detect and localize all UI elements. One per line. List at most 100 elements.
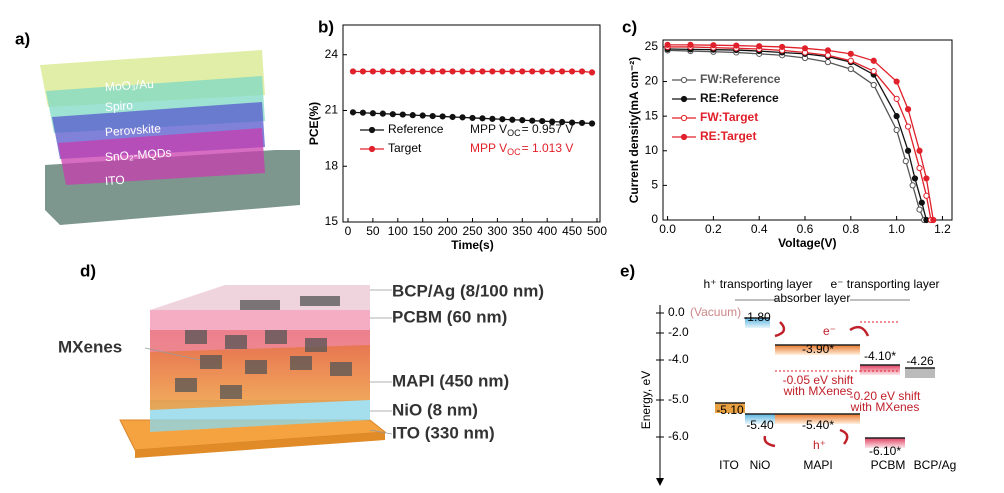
data-point <box>359 68 367 75</box>
x-tick-label: 300 <box>487 224 507 238</box>
nio-layer <box>150 400 370 432</box>
y-axis-label: PCE(%) <box>307 102 321 145</box>
data-point <box>578 119 586 127</box>
y-tick-label: 15 <box>645 108 659 122</box>
mxene-flakes <box>175 296 352 399</box>
data-point <box>710 42 717 49</box>
device-label: MXenes <box>58 337 122 356</box>
layer-label: Spiro <box>104 98 133 114</box>
layer-header: h⁺ transporting layer <box>703 277 812 291</box>
energy-level <box>865 438 905 448</box>
legend-label: Target <box>388 141 422 155</box>
energy-level <box>860 365 900 375</box>
data-point <box>904 106 912 113</box>
y-tick-label: 15 <box>325 214 339 228</box>
layer-header: e⁻ transporting layer <box>830 277 939 291</box>
shift-note: with MXenes <box>850 400 920 414</box>
data-point <box>930 216 937 224</box>
data-point <box>539 117 546 125</box>
data-point <box>923 175 930 182</box>
legend-marker <box>680 133 688 141</box>
data-point <box>489 115 496 122</box>
energy-level <box>905 368 935 378</box>
annotation-sub: OC <box>507 128 521 138</box>
level-label: -3.90* <box>802 342 834 356</box>
data-point <box>539 68 546 75</box>
energy-tick-label: -4.0 <box>668 352 689 366</box>
legend-marker <box>368 126 376 134</box>
data-point <box>429 112 436 120</box>
energy-level <box>745 414 775 424</box>
data-point <box>469 68 476 75</box>
data-point <box>549 118 556 125</box>
data-point <box>369 110 376 117</box>
transfer-arrow <box>849 325 870 337</box>
energy-level <box>775 414 860 424</box>
data-point <box>923 192 930 199</box>
data-point <box>918 199 925 206</box>
data-point <box>479 115 486 122</box>
material-label: ITO <box>719 458 739 472</box>
panel-label: b) <box>318 17 334 36</box>
data-point <box>469 114 476 122</box>
carrier: e⁻ <box>823 324 836 338</box>
data-point <box>509 116 516 123</box>
data-point <box>559 68 566 75</box>
panel-label: e) <box>620 261 635 280</box>
annotation: MPP VOC= 1.013 V <box>470 141 573 157</box>
data-point <box>439 113 446 120</box>
axis-arrow <box>656 478 664 486</box>
data-point <box>419 68 426 75</box>
data-point <box>893 113 900 120</box>
data-point <box>499 116 506 123</box>
leader-line <box>369 429 393 435</box>
data-point <box>801 45 809 52</box>
transfer-arrow <box>774 321 786 338</box>
leader-line <box>144 347 201 361</box>
x-tick-label: 450 <box>562 224 582 238</box>
transfer-arrow <box>839 428 849 445</box>
data-point <box>549 68 556 75</box>
x-tick-label: 1.0 <box>888 222 905 236</box>
data-point <box>588 120 596 127</box>
data-point <box>916 164 923 172</box>
data-point <box>519 117 526 124</box>
x-tick-label: 0.0 <box>659 222 676 236</box>
data-point <box>870 68 877 75</box>
layer <box>58 128 265 185</box>
annotation-text: = 0.957 V <box>522 122 574 136</box>
data-point <box>349 109 357 116</box>
data-point <box>429 68 436 75</box>
pcbm-layer <box>150 310 370 352</box>
data-point <box>569 119 576 126</box>
legend-marker <box>680 95 688 103</box>
x-tick-label: 0.2 <box>705 222 722 236</box>
legend-marker <box>368 145 376 153</box>
device-label: ITO (330 nm) <box>392 423 495 442</box>
data-point <box>379 68 386 75</box>
data-point <box>904 147 912 154</box>
y-tick-label: 10 <box>645 143 659 157</box>
data-point <box>578 68 586 75</box>
panel-label: d) <box>80 261 96 280</box>
data-point <box>389 68 396 75</box>
data-point <box>870 57 877 64</box>
x-tick-label: 0.8 <box>842 222 859 236</box>
data-point <box>449 113 456 121</box>
x-tick-label: 0.4 <box>751 222 768 236</box>
x-axis-label: Voltage(V) <box>778 236 836 250</box>
y-tick-label: 24 <box>325 47 339 61</box>
data-point <box>499 68 506 75</box>
data-point <box>519 68 526 75</box>
layer-label: MoO₃/Au <box>104 77 154 94</box>
legend-label: FW:Target <box>700 110 758 124</box>
device-drawing <box>119 285 387 458</box>
data-point <box>399 68 406 75</box>
device-label: MAPI (450 nm) <box>392 371 509 390</box>
x-tick-label: 500 <box>587 224 607 238</box>
energy-tick-label: -2.0 <box>668 325 689 339</box>
data-point <box>559 118 566 126</box>
data-point <box>847 50 854 57</box>
data-point <box>529 117 536 124</box>
panel-label: a) <box>15 29 30 48</box>
